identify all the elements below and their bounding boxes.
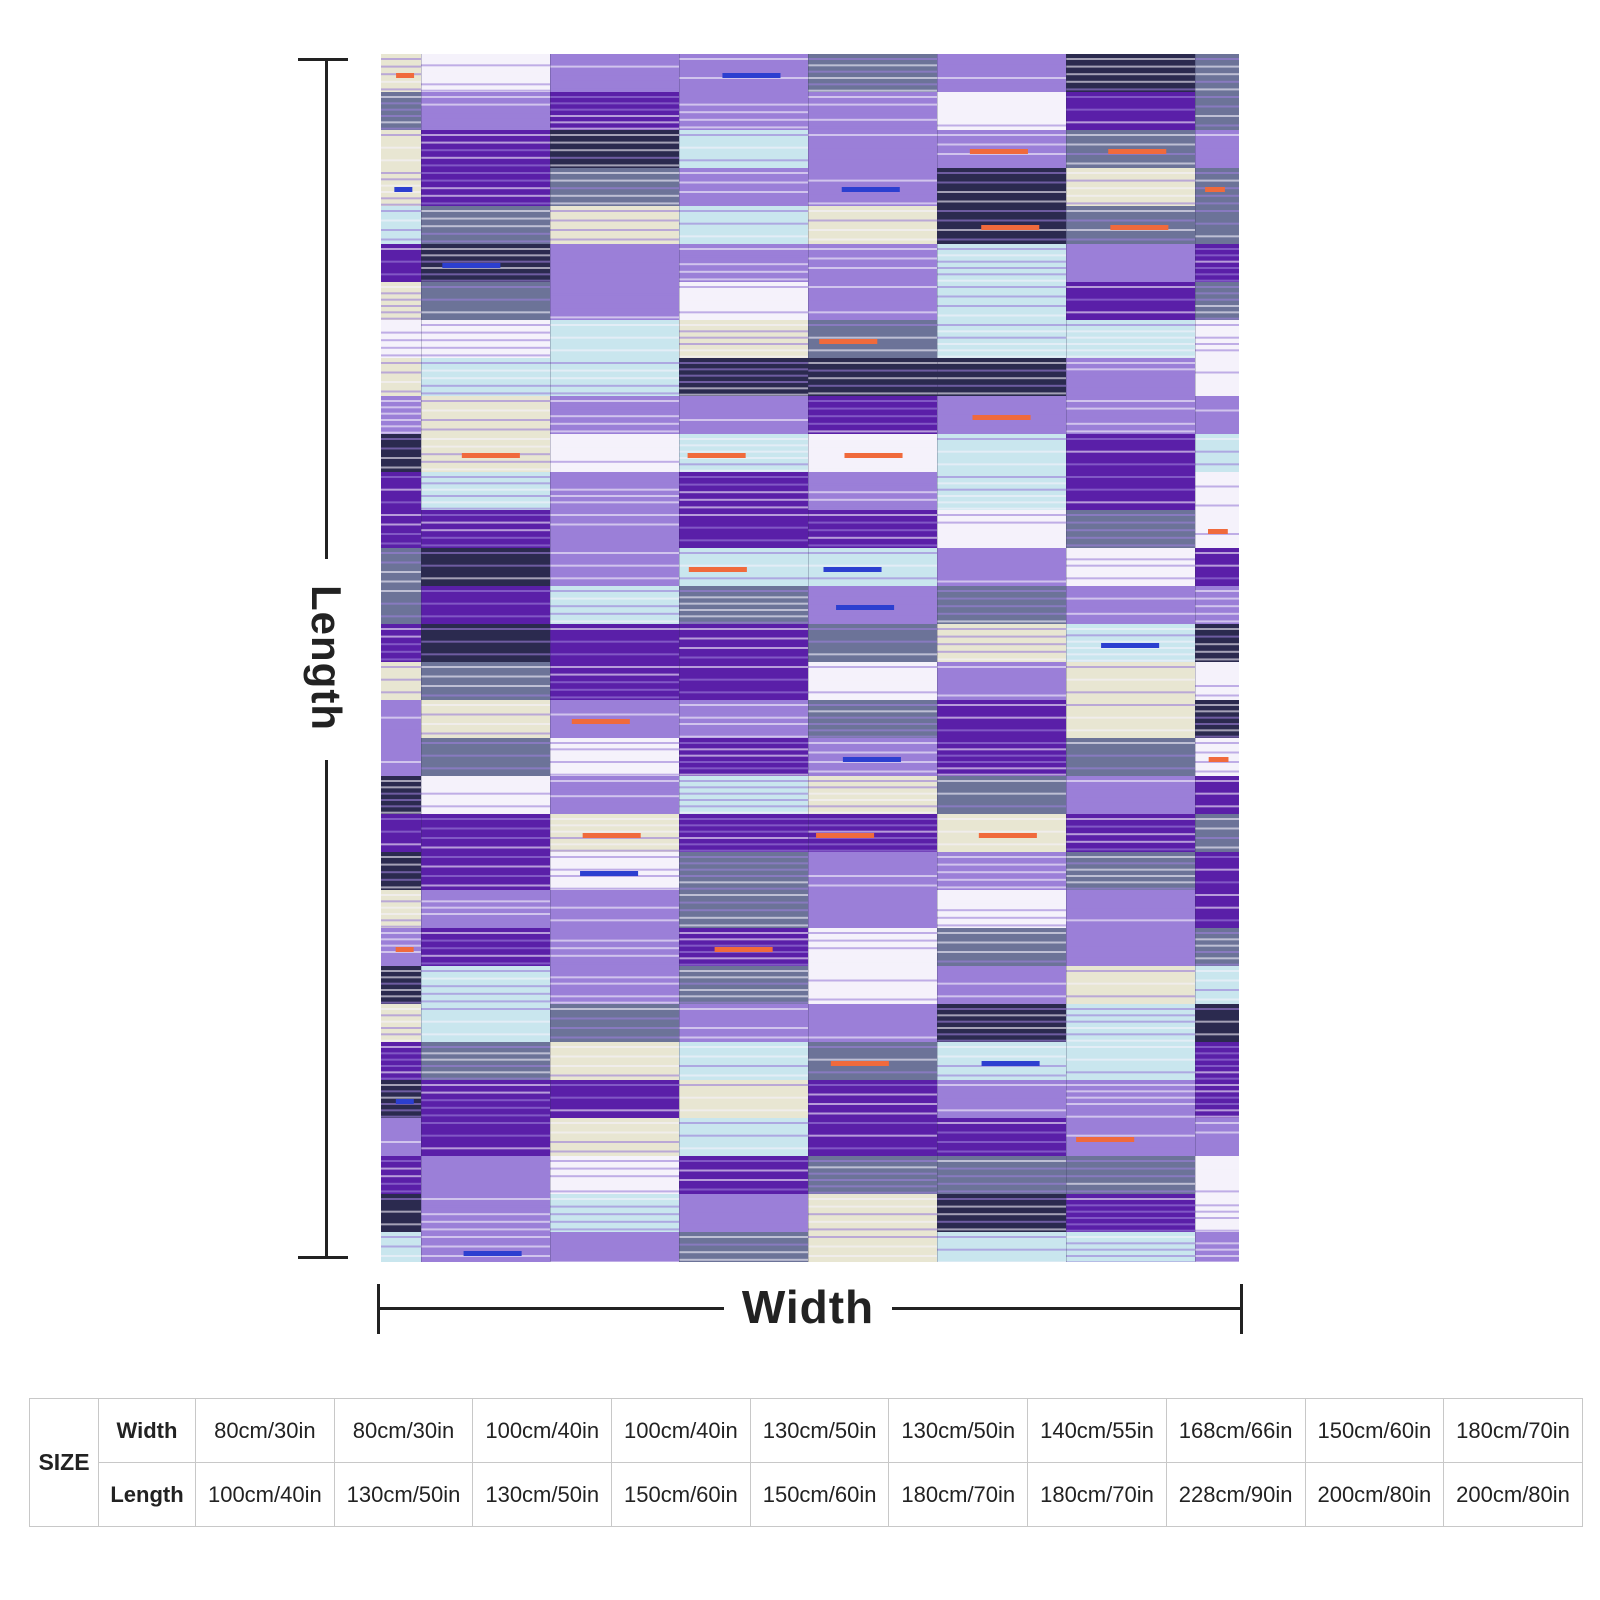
width-cell: 130cm/50in [749,1398,890,1463]
width-line-left [378,1307,724,1310]
length-cell: 180cm/70in [888,1462,1029,1527]
length-cell: 200cm/80in [1304,1462,1445,1527]
length-cell: 180cm/70in [1027,1462,1167,1527]
length-cell: 100cm/40in [195,1462,335,1527]
width-cell: 130cm/50in [888,1398,1029,1463]
width-cell: 150cm/60in [1304,1398,1445,1463]
length-cell: 228cm/90in [1165,1462,1306,1527]
width-cell: 140cm/55in [1027,1398,1167,1463]
width-cell: 100cm/40in [472,1398,613,1463]
width-row-label: Width [98,1398,196,1463]
length-row-label: Length [98,1462,196,1527]
length-top-cap [298,58,348,61]
width-cell: 80cm/30in [195,1398,335,1463]
width-row: SIZE Width 80cm/30in 80cm/30in 100cm/40i… [29,1398,1583,1527]
width-cell: 100cm/40in [611,1398,751,1463]
width-right-cap [1240,1284,1243,1334]
size-table: SIZE Width 80cm/30in 80cm/30in 100cm/40i… [29,1398,1583,1527]
width-label: Width [741,1281,875,1333]
length-cell: 200cm/80in [1443,1462,1583,1527]
length-row: Length 100cm/40in 130cm/50in 130cm/50in … [30,1462,1583,1527]
blanket-pattern-image [381,54,1239,1262]
length-cell: 150cm/60in [749,1462,890,1527]
width-cell: 168cm/66in [1165,1398,1306,1463]
length-line-lower [325,760,328,1258]
size-header: SIZE [29,1398,99,1527]
width-cell: 80cm/30in [333,1398,474,1463]
length-cell: 150cm/60in [611,1462,751,1527]
length-line-upper [325,59,328,559]
length-bottom-cap [298,1256,348,1259]
width-cell: 180cm/70in [1443,1398,1583,1463]
length-label: Length [303,585,350,731]
width-line-right [892,1307,1242,1310]
length-cell: 130cm/50in [472,1462,613,1527]
length-cell: 130cm/50in [333,1462,474,1527]
